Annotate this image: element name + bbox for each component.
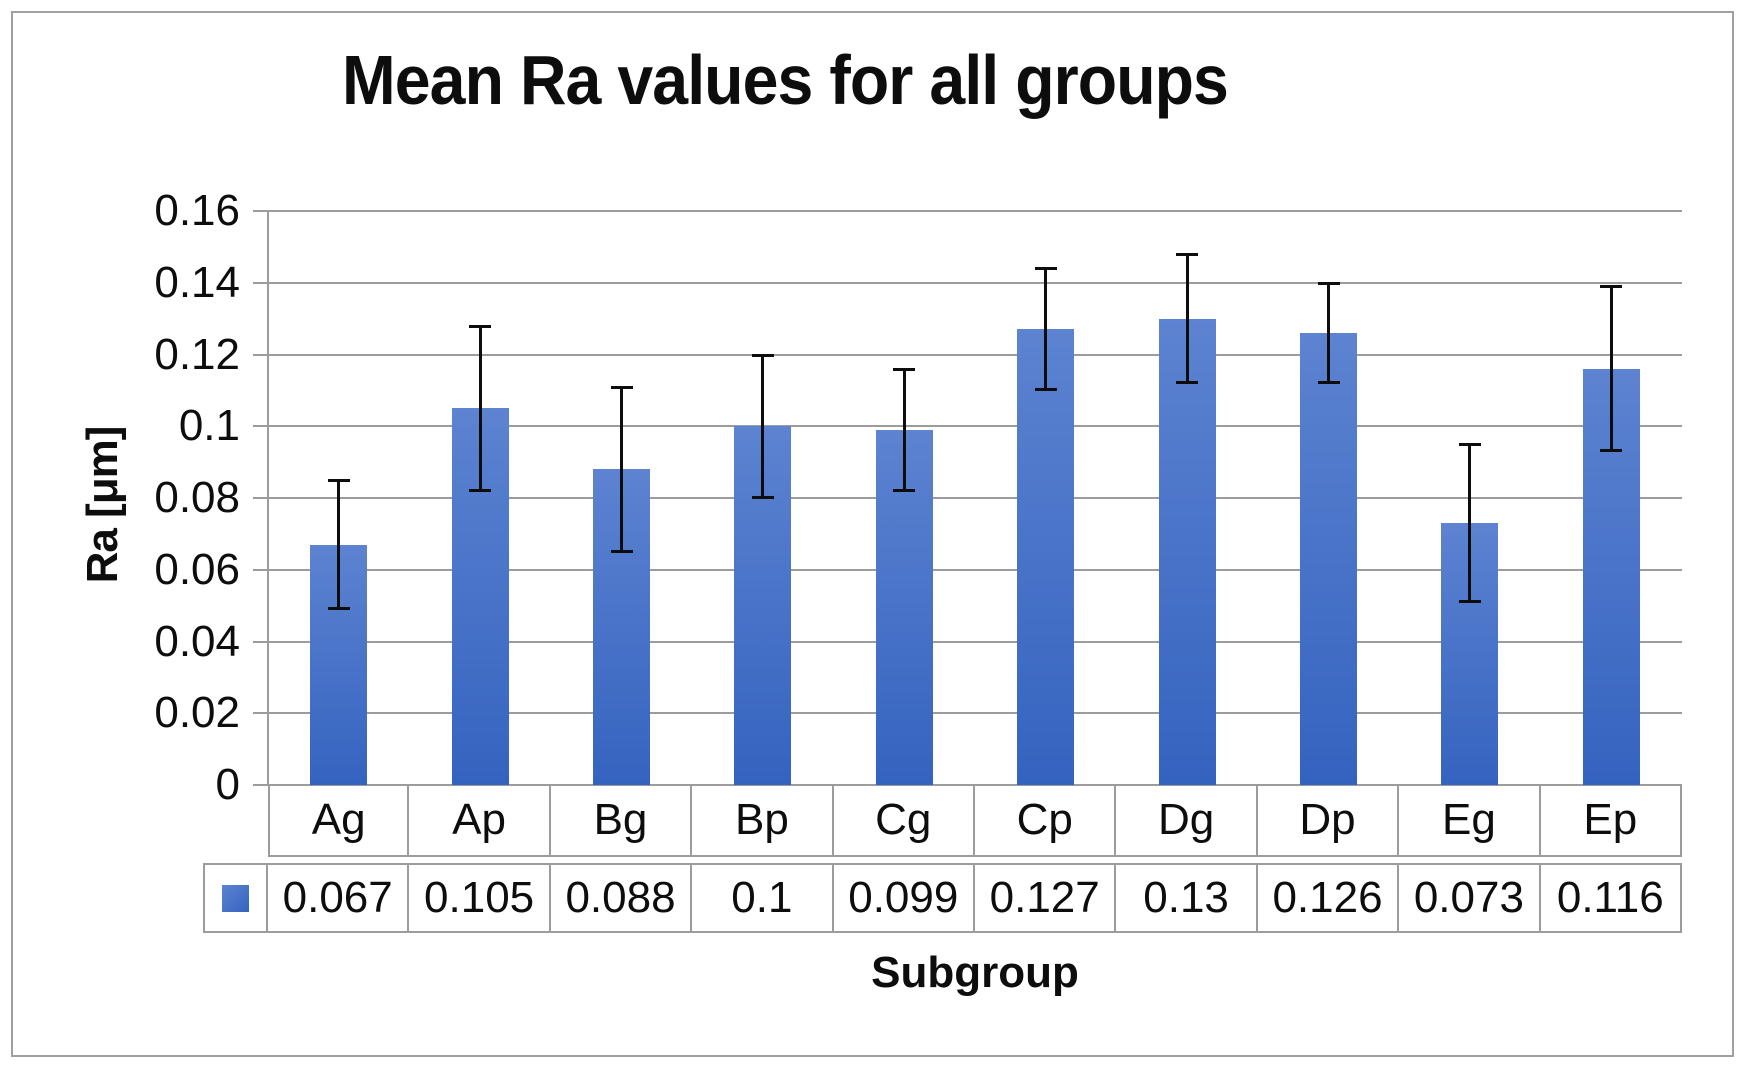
category-cell: Ag [268, 785, 410, 857]
gridline [253, 497, 1682, 499]
error-bar-cap-bottom [1176, 381, 1199, 385]
value-cell: 0.099 [833, 863, 975, 933]
value-cell: 0.067 [268, 863, 410, 933]
error-bar-cap-top [327, 479, 350, 483]
y-axis-line [267, 211, 269, 785]
error-bar [902, 368, 906, 491]
error-bar-cap-top [1317, 281, 1340, 285]
error-bar [1044, 268, 1048, 391]
y-tick-label: 0.16 [154, 186, 240, 235]
value-cell: 0.126 [1257, 863, 1400, 933]
value-cell: 0.13 [1116, 863, 1258, 933]
y-tick-label: 0.04 [154, 616, 240, 666]
error-bar [1327, 282, 1330, 384]
y-tick-label: 0.12 [154, 329, 240, 379]
error-bar-cap-top [610, 385, 633, 389]
category-cell: Cp [975, 785, 1117, 857]
category-cell: Cg [833, 785, 975, 857]
y-tick-label: 0.02 [154, 688, 240, 738]
error-bar-cap-top [469, 324, 492, 328]
error-bar-cap-bottom [469, 488, 492, 492]
gridline [253, 568, 1682, 571]
category-cell: Ap [409, 785, 551, 857]
error-bar-cap-bottom [751, 496, 774, 499]
y-tick-label: 0 [215, 760, 240, 809]
error-bar-cap-top [1034, 267, 1057, 271]
error-bar-cap-top [1600, 285, 1623, 289]
error-bar [337, 480, 341, 610]
chart-border-frame [11, 11, 1734, 1057]
value-cell: 0.073 [1399, 863, 1541, 933]
error-bar-cap-bottom [1317, 381, 1340, 385]
bar [1158, 318, 1216, 785]
bar [1300, 332, 1357, 785]
gridline [253, 425, 1682, 428]
error-bar [478, 325, 482, 491]
value-cell: 0.088 [550, 863, 693, 933]
bar [1017, 329, 1075, 785]
category-cell: Dp [1257, 785, 1400, 857]
chart-title: Mean Ra values for all groups [342, 41, 1229, 119]
x-axis-title: Subgroup [871, 948, 1079, 997]
error-bar-cap-top [893, 367, 916, 371]
error-bar-cap-top [1458, 443, 1481, 447]
value-cell: 0.1 [692, 863, 834, 933]
error-bar-cap-bottom [327, 607, 350, 611]
error-bar [761, 354, 765, 498]
value-cell: 0.105 [409, 863, 551, 933]
gridline [253, 281, 1682, 284]
gridline [253, 712, 1682, 715]
gridline [253, 210, 1682, 212]
y-tick-label: 0.06 [154, 544, 240, 594]
category-cell: Bp [692, 785, 834, 857]
value-cell: 0.116 [1540, 863, 1682, 933]
error-bar-cap-top [751, 353, 774, 357]
error-bar-cap-bottom [1034, 388, 1057, 392]
series-legend-swatch [222, 884, 249, 912]
error-bar-cap-bottom [893, 488, 916, 492]
y-tick-label: 0.08 [154, 473, 240, 522]
gridline [253, 640, 1682, 643]
gridline [253, 784, 1682, 786]
y-tick-label: 0.1 [178, 401, 240, 451]
legend-cell [203, 863, 268, 933]
category-cell: Dg [1116, 785, 1258, 857]
error-bar [1609, 286, 1613, 452]
value-cell: 0.127 [975, 863, 1117, 933]
category-cell: Eg [1399, 785, 1541, 857]
gridline [253, 353, 1682, 356]
error-bar [1185, 254, 1189, 384]
error-bar-cap-bottom [610, 549, 633, 553]
y-tick-label: 0.14 [154, 257, 240, 307]
category-cell: Ep [1540, 785, 1682, 857]
category-cell: Bg [550, 785, 693, 857]
error-bar-cap-bottom [1458, 600, 1481, 604]
error-bar [1468, 444, 1472, 603]
error-bar [620, 386, 623, 552]
error-bar-cap-top [1176, 253, 1199, 257]
error-bar-cap-bottom [1600, 449, 1623, 453]
